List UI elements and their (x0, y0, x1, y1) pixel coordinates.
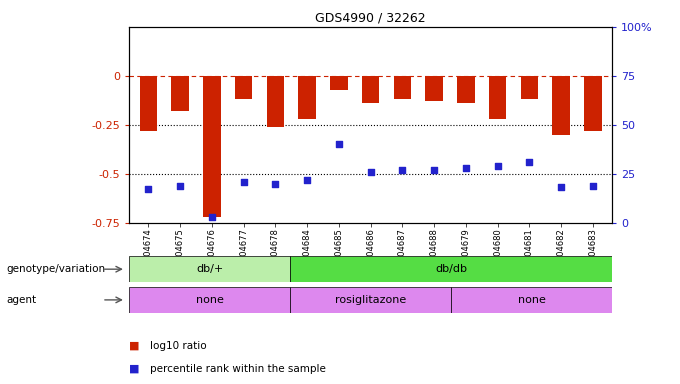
Text: ■: ■ (129, 364, 139, 374)
Point (588, 182, 598, 189)
Text: none: none (196, 295, 224, 305)
Point (397, 167, 408, 173)
Bar (171, 76, 189, 111)
Bar (362, 76, 379, 103)
Point (302, 177, 313, 183)
Bar (290, 287, 451, 313)
Point (143, 186, 154, 192)
Text: percentile rank within the sample: percentile rank within the sample (150, 364, 326, 374)
Bar (489, 76, 507, 119)
Bar (290, 256, 612, 282)
Point (428, 167, 439, 173)
Text: rosiglitazone: rosiglitazone (335, 295, 406, 305)
Text: none: none (517, 295, 545, 305)
Text: db/db: db/db (435, 264, 467, 274)
Bar (129, 256, 290, 282)
Bar (521, 76, 538, 99)
Point (556, 184, 566, 190)
Bar (299, 76, 316, 119)
Bar (451, 287, 612, 313)
Point (270, 180, 281, 187)
Bar (203, 76, 220, 217)
Text: agent: agent (7, 295, 37, 305)
Text: GDS4990 / 32262: GDS4990 / 32262 (316, 12, 426, 25)
Point (460, 165, 471, 171)
Bar (457, 76, 475, 103)
Bar (394, 76, 411, 99)
Bar (426, 76, 443, 101)
Point (175, 182, 186, 189)
Bar (330, 76, 347, 89)
Point (238, 179, 249, 185)
Point (333, 141, 344, 147)
Text: ■: ■ (129, 341, 139, 351)
Bar (552, 76, 570, 135)
Bar (129, 287, 290, 313)
Point (206, 214, 217, 220)
Text: genotype/variation: genotype/variation (7, 264, 106, 274)
Point (365, 169, 376, 175)
Bar (139, 76, 157, 131)
Text: log10 ratio: log10 ratio (150, 341, 206, 351)
Text: db/+: db/+ (196, 264, 223, 274)
Point (524, 159, 535, 165)
Point (492, 163, 503, 169)
Bar (584, 76, 602, 131)
Bar (235, 76, 252, 99)
Bar (267, 76, 284, 127)
